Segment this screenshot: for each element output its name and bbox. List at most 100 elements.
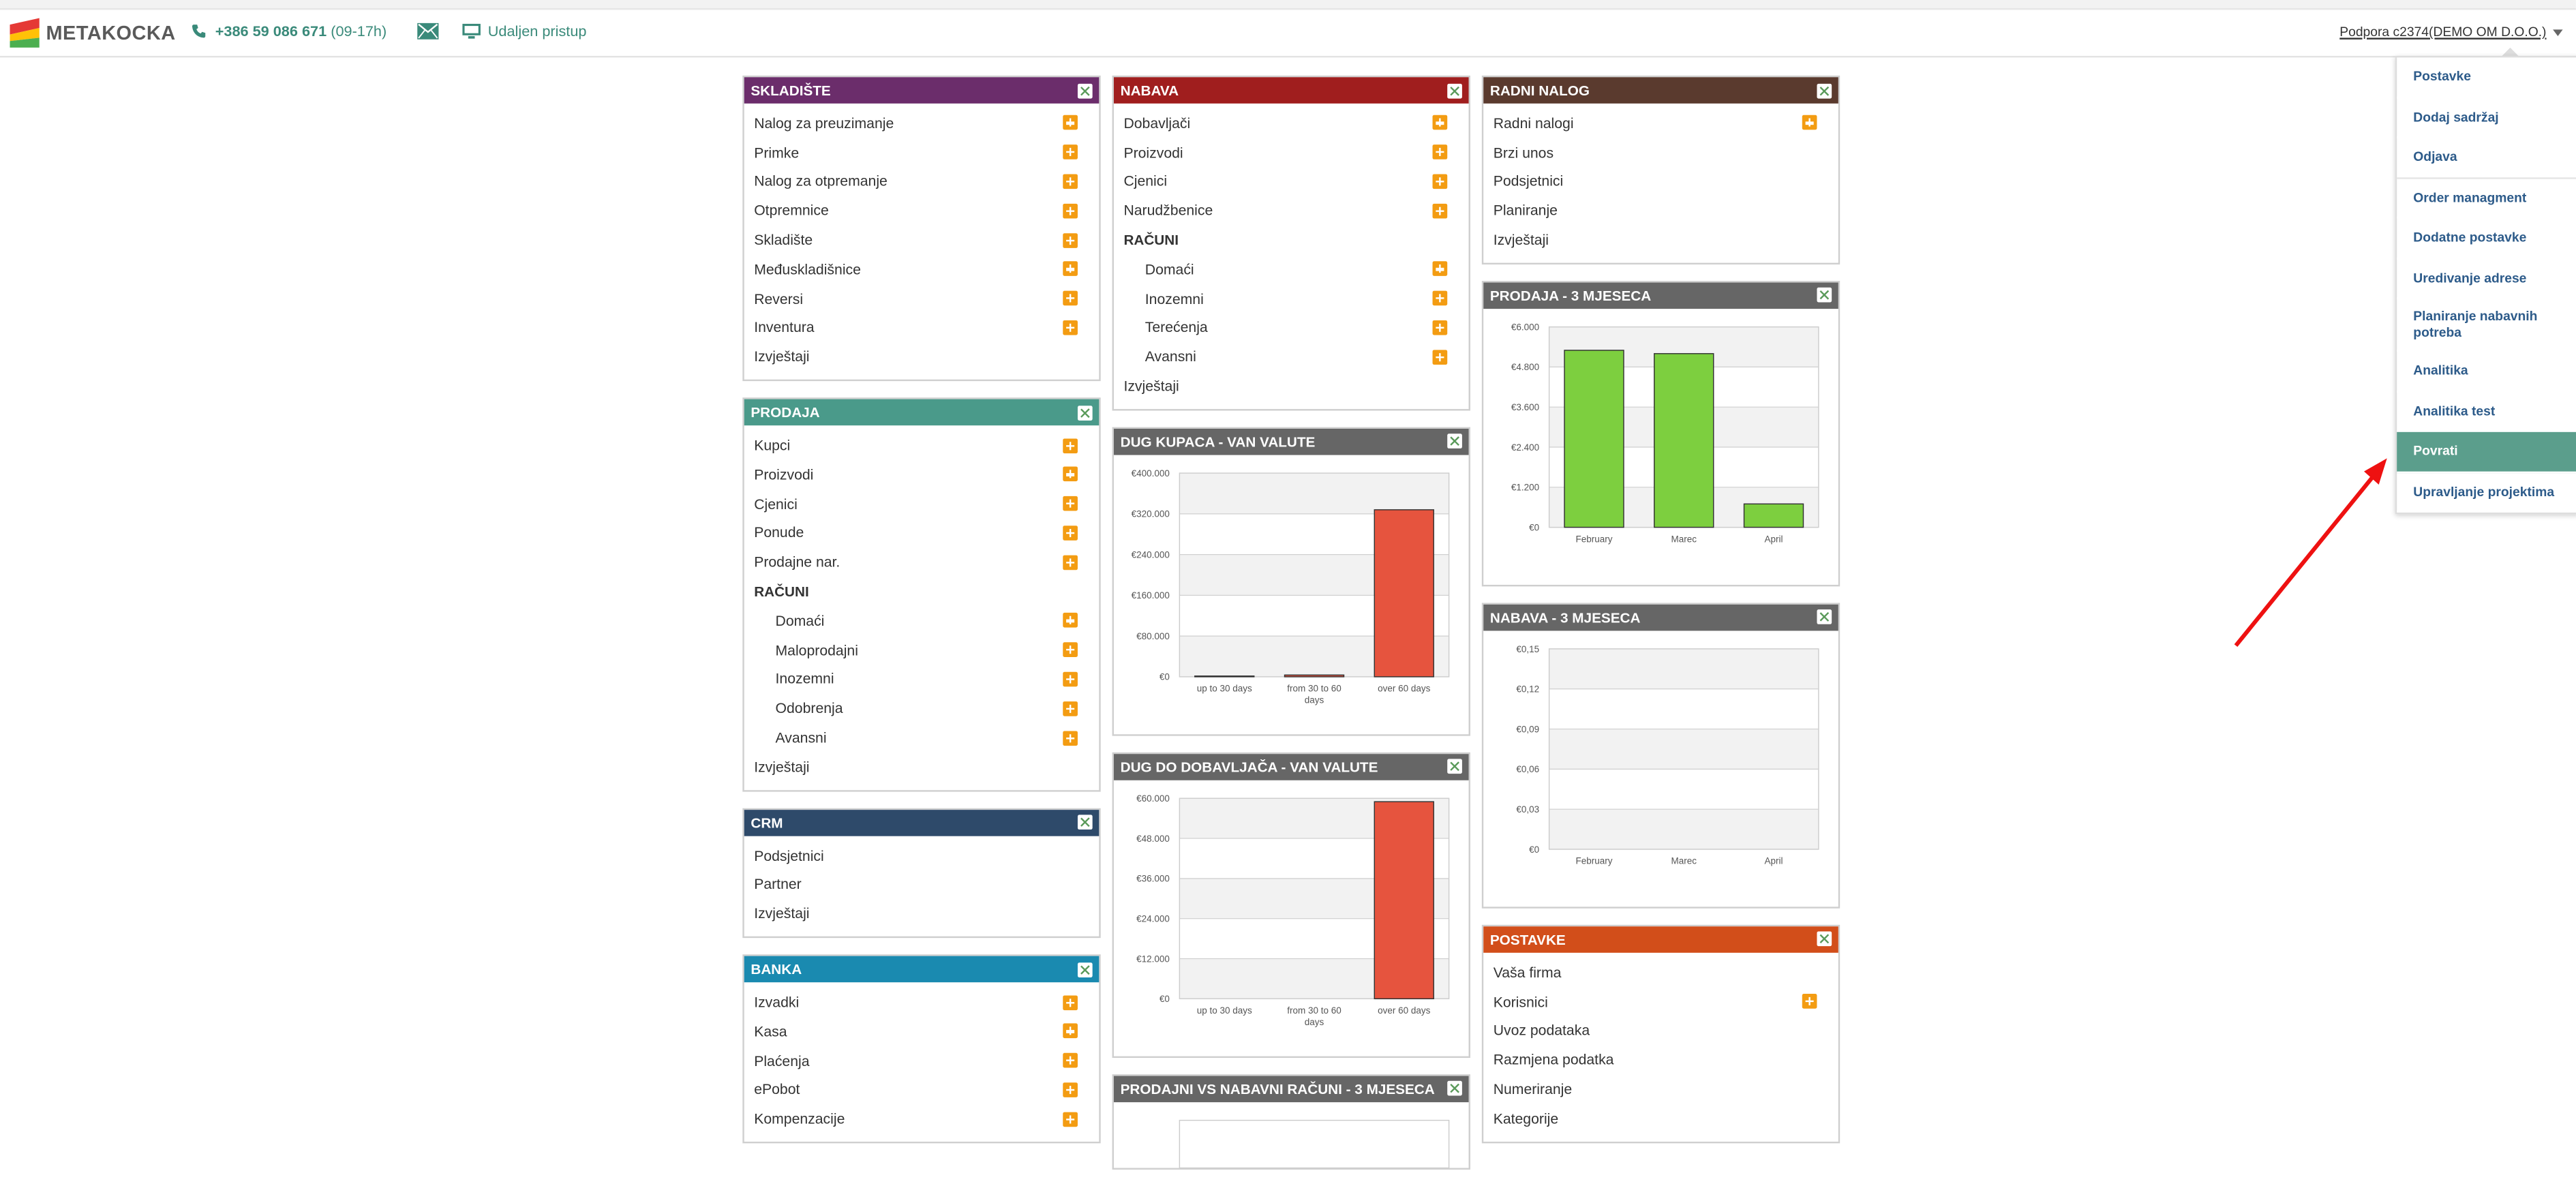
widget-header[interactable]: NABAVA - 3 MJESECA	[1483, 604, 1838, 631]
plus-icon[interactable]	[1432, 203, 1448, 219]
close-icon[interactable]	[1077, 962, 1093, 977]
plus-icon[interactable]	[1063, 994, 1078, 1009]
close-icon[interactable]	[1447, 1081, 1462, 1097]
list-item[interactable]: Korisnici	[1483, 987, 1838, 1016]
plus-icon[interactable]	[1063, 496, 1078, 511]
list-item[interactable]: Vaša firma	[1483, 958, 1838, 987]
list-item[interactable]: Avansni	[744, 723, 1100, 752]
list-item[interactable]: Otpremnice	[744, 196, 1100, 226]
list-item[interactable]: Inozemni	[744, 665, 1100, 694]
list-item[interactable]: Narudžbenice	[1114, 196, 1469, 226]
list-item[interactable]: Partner	[744, 870, 1100, 899]
plus-icon[interactable]	[1432, 145, 1448, 160]
list-item[interactable]: Planiranje	[1483, 196, 1838, 226]
list-item[interactable]: Cjenici	[1114, 167, 1469, 196]
plus-icon[interactable]	[1063, 1024, 1078, 1039]
plus-icon[interactable]	[1063, 671, 1078, 687]
close-icon[interactable]	[1077, 815, 1093, 830]
plus-icon[interactable]	[1063, 467, 1078, 482]
plus-icon[interactable]	[1063, 701, 1078, 716]
list-item[interactable]: Reversi	[744, 284, 1100, 313]
menu-item[interactable]: Order managment	[2397, 178, 2576, 219]
menu-item[interactable]: Dodatne postavke	[2397, 219, 2576, 259]
list-item[interactable]: Terećenja	[1114, 313, 1469, 342]
list-item[interactable]: Cjenici	[744, 489, 1100, 519]
widget-header[interactable]: BANKA	[744, 956, 1100, 983]
close-icon[interactable]	[1447, 759, 1462, 775]
list-item[interactable]: Proizvodi	[744, 460, 1100, 489]
plus-icon[interactable]	[1432, 262, 1448, 277]
menu-item[interactable]: Planiranje nabavnih potreba	[2397, 299, 2576, 352]
list-item[interactable]: Numeriranje	[1483, 1075, 1838, 1104]
close-icon[interactable]	[1817, 288, 1832, 303]
plus-icon[interactable]	[1063, 438, 1078, 453]
list-item[interactable]: Ponude	[744, 519, 1100, 548]
list-item[interactable]: Izvještaji	[744, 342, 1100, 371]
list-item[interactable]: Primke	[744, 138, 1100, 167]
menu-item[interactable]: Dodaj sadržaj	[2397, 97, 2576, 138]
close-icon[interactable]	[1447, 434, 1462, 450]
list-item[interactable]: ePobot	[744, 1075, 1100, 1104]
list-item[interactable]: Domaći	[744, 606, 1100, 635]
widget-header[interactable]: POSTAVKE	[1483, 926, 1838, 953]
plus-icon[interactable]	[1063, 1053, 1078, 1068]
widget-header[interactable]: SKLADIŠTE	[744, 77, 1100, 104]
menu-item[interactable]: Postavke	[2397, 57, 2576, 98]
widget-header[interactable]: DUG KUPACA - VAN VALUTE	[1113, 428, 1469, 455]
plus-icon[interactable]	[1432, 290, 1448, 306]
close-icon[interactable]	[1077, 82, 1093, 98]
plus-icon[interactable]	[1432, 320, 1448, 335]
list-item[interactable]: Izvještaji	[1483, 226, 1838, 255]
list-item[interactable]: Izvještaji	[744, 752, 1100, 782]
close-icon[interactable]	[1817, 932, 1832, 947]
plus-icon[interactable]	[1063, 1111, 1078, 1127]
close-icon[interactable]	[1077, 405, 1093, 421]
plus-icon[interactable]	[1063, 203, 1078, 219]
mail-icon[interactable]	[417, 22, 439, 40]
list-item[interactable]: Međuskladišnice	[744, 255, 1100, 284]
menu-item[interactable]: Analitika test	[2397, 392, 2576, 432]
list-item[interactable]: Razmjena podatka	[1483, 1046, 1838, 1075]
menu-item[interactable]: Povrati	[2397, 431, 2576, 472]
widget-header[interactable]: PRODAJA - 3 MJESECA	[1483, 282, 1838, 309]
list-item[interactable]: Domaći	[1114, 255, 1469, 284]
menu-item[interactable]: Analitika	[2397, 352, 2576, 392]
remote-access-link[interactable]: Udaljen pristup	[461, 23, 586, 40]
list-item[interactable]: Izvještaji	[744, 899, 1100, 928]
close-icon[interactable]	[1817, 610, 1832, 625]
plus-icon[interactable]	[1063, 145, 1078, 160]
list-item[interactable]: Radni nalogi	[1483, 108, 1838, 138]
widget-header[interactable]: PRODAJNI VS NABAVNI RAČUNI - 3 MJESECA	[1113, 1076, 1469, 1103]
widget-header[interactable]: DUG DO DOBAVLJAČA - VAN VALUTE	[1113, 754, 1469, 780]
plus-icon[interactable]	[1063, 262, 1078, 277]
list-item[interactable]: Prodajne nar.	[744, 547, 1100, 577]
list-item[interactable]: Inozemni	[1114, 284, 1469, 313]
list-item[interactable]: Izvještaji	[1114, 371, 1469, 401]
plus-icon[interactable]	[1063, 290, 1078, 306]
list-item[interactable]: Kupci	[744, 431, 1100, 460]
plus-icon[interactable]	[1063, 115, 1078, 131]
plus-icon[interactable]	[1063, 613, 1078, 628]
list-item[interactable]: Kategorije	[1483, 1104, 1838, 1133]
widget-header[interactable]: CRM	[744, 809, 1100, 836]
close-icon[interactable]	[1447, 82, 1462, 98]
list-item[interactable]: Nalog za otpremanje	[744, 167, 1100, 196]
widget-header[interactable]: PRODAJA	[744, 399, 1100, 426]
widget-header[interactable]: NABAVA	[1113, 77, 1469, 104]
user-menu-toggle[interactable]: Podpora c2374(DEMO OM D.O.O.)	[2339, 25, 2563, 40]
list-item[interactable]: Nalog za preuzimanje	[744, 108, 1100, 138]
plus-icon[interactable]	[1432, 174, 1448, 189]
widget-header[interactable]: RADNI NALOG	[1483, 77, 1838, 104]
list-item[interactable]: Skladište	[744, 226, 1100, 255]
menu-item[interactable]: Upravljanje projektima	[2397, 472, 2576, 513]
menu-item[interactable]: Uredivanje adrese	[2397, 259, 2576, 299]
list-item[interactable]: Proizvodi	[1114, 138, 1469, 167]
plus-icon[interactable]	[1063, 526, 1078, 541]
list-item[interactable]: Odobrenja	[744, 694, 1100, 723]
plus-icon[interactable]	[1063, 1082, 1078, 1097]
menu-item[interactable]: Odjava	[2397, 138, 2576, 179]
list-item[interactable]: Avansni	[1114, 342, 1469, 371]
close-icon[interactable]	[1817, 82, 1832, 98]
list-item[interactable]: Brzi unos	[1483, 138, 1838, 167]
plus-icon[interactable]	[1063, 642, 1078, 658]
